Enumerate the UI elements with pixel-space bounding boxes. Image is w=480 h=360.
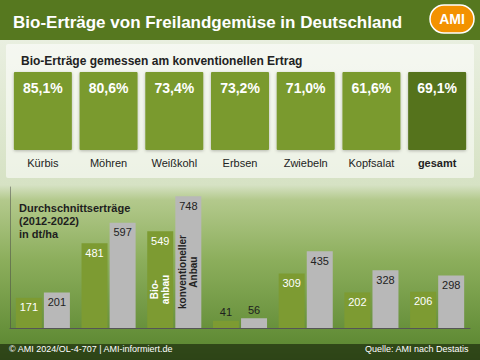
svg-text:69,1%: 69,1% <box>417 80 457 96</box>
svg-text:41: 41 <box>220 306 232 318</box>
svg-text:748: 748 <box>179 200 197 212</box>
svg-text:202: 202 <box>348 296 366 308</box>
svg-text:481: 481 <box>85 247 103 259</box>
svg-text:Kopfsalat: Kopfsalat <box>348 157 394 169</box>
svg-text:85,1%: 85,1% <box>23 80 63 96</box>
svg-text:Zwiebeln: Zwiebeln <box>284 157 328 169</box>
svg-text:gesamt: gesamt <box>418 157 457 169</box>
svg-text:© AMI 2024/OL-4-707 | AMI-info: © AMI 2024/OL-4-707 | AMI-informiert.de <box>9 344 173 354</box>
svg-text:73,4%: 73,4% <box>154 80 194 96</box>
svg-text:201: 201 <box>48 296 66 308</box>
svg-text:Quelle: AMI nach Destatis: Quelle: AMI nach Destatis <box>365 344 469 354</box>
svg-text:anbau: anbau <box>160 275 171 304</box>
svg-text:435: 435 <box>311 255 329 267</box>
svg-text:Bio-Erträge gemessen am konven: Bio-Erträge gemessen am konventionellen … <box>21 54 302 68</box>
svg-text:Bio-: Bio- <box>149 280 160 299</box>
svg-text:(2012-2022): (2012-2022) <box>19 215 79 227</box>
svg-text:Möhren: Möhren <box>90 157 127 169</box>
svg-text:71,0%: 71,0% <box>286 80 326 96</box>
svg-text:298: 298 <box>442 279 460 291</box>
svg-text:Durchschnittserträge: Durchschnittserträge <box>19 202 130 214</box>
svg-text:328: 328 <box>376 274 394 286</box>
svg-text:309: 309 <box>282 277 300 289</box>
svg-text:Erbsen: Erbsen <box>223 157 258 169</box>
svg-text:konventioneller: konventioneller <box>177 235 188 309</box>
svg-text:171: 171 <box>20 301 38 313</box>
svg-text:597: 597 <box>113 226 131 238</box>
svg-text:61,6%: 61,6% <box>352 80 392 96</box>
svg-text:Anbau: Anbau <box>188 257 199 288</box>
svg-text:Kürbis: Kürbis <box>27 157 59 169</box>
svg-text:AMI: AMI <box>439 11 465 27</box>
svg-text:549: 549 <box>151 235 169 247</box>
svg-text:206: 206 <box>414 295 432 307</box>
svg-text:in dt/ha: in dt/ha <box>19 228 59 240</box>
svg-text:Weißkohl: Weißkohl <box>151 157 197 169</box>
svg-text:56: 56 <box>248 304 260 316</box>
svg-text:73,2%: 73,2% <box>220 80 260 96</box>
svg-text:Bio-Erträge von Freilandgemüse: Bio-Erträge von Freilandgemüse in Deutsc… <box>13 13 402 32</box>
svg-text:80,6%: 80,6% <box>89 80 129 96</box>
